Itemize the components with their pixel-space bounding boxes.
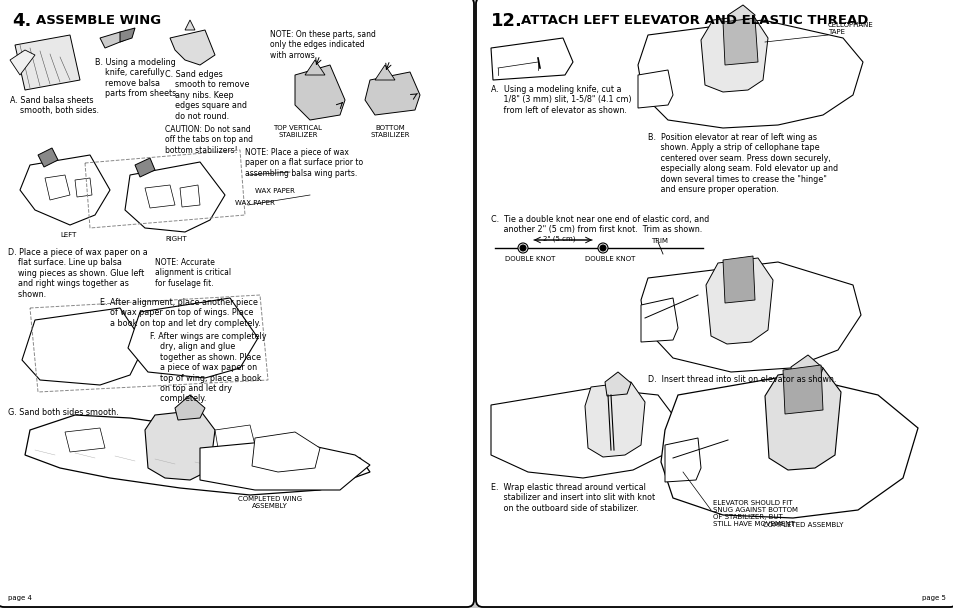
Text: NOTE: Accurate
alignment is critical
for fuselage fit.: NOTE: Accurate alignment is critical for… bbox=[154, 258, 231, 288]
Text: ATTACH LEFT ELEVATOR AND ELASTIC THREAD: ATTACH LEFT ELEVATOR AND ELASTIC THREAD bbox=[520, 14, 867, 27]
Polygon shape bbox=[491, 38, 573, 80]
Polygon shape bbox=[25, 415, 370, 495]
Polygon shape bbox=[584, 382, 644, 457]
Text: WAX PAPER: WAX PAPER bbox=[234, 200, 274, 206]
Polygon shape bbox=[764, 368, 841, 470]
Polygon shape bbox=[604, 372, 630, 396]
Polygon shape bbox=[65, 428, 105, 452]
Polygon shape bbox=[45, 175, 70, 200]
Circle shape bbox=[519, 245, 525, 251]
Text: D.  Insert thread into slit on elevator as shown.: D. Insert thread into slit on elevator a… bbox=[647, 375, 836, 384]
Polygon shape bbox=[200, 440, 370, 490]
Text: DOUBLE KNOT: DOUBLE KNOT bbox=[584, 256, 635, 262]
Polygon shape bbox=[145, 185, 174, 208]
Text: COMPLETED ASSEMBLY: COMPLETED ASSEMBLY bbox=[762, 522, 842, 528]
Polygon shape bbox=[145, 410, 214, 480]
Text: 2" (5 cm): 2" (5 cm) bbox=[542, 235, 575, 241]
Polygon shape bbox=[305, 60, 325, 75]
Polygon shape bbox=[491, 388, 672, 478]
Text: DOUBLE KNOT: DOUBLE KNOT bbox=[504, 256, 555, 262]
Text: CAUTION: Do not sand
off the tabs on top and
bottom stabilizers!: CAUTION: Do not sand off the tabs on top… bbox=[165, 125, 253, 155]
Text: page 5: page 5 bbox=[922, 595, 945, 601]
Text: F. After wings are completely
    dry, align and glue
    together as shown. Pla: F. After wings are completely dry, align… bbox=[150, 332, 266, 403]
Polygon shape bbox=[20, 155, 110, 225]
Polygon shape bbox=[38, 148, 58, 167]
Text: LEFT: LEFT bbox=[60, 232, 76, 238]
Polygon shape bbox=[252, 432, 319, 472]
Text: NOTE: On these parts, sand
only the edges indicated
with arrows.: NOTE: On these parts, sand only the edge… bbox=[270, 30, 375, 60]
Text: E.  Wrap elastic thread around vertical
     stabilizer and insert into slit wit: E. Wrap elastic thread around vertical s… bbox=[491, 483, 655, 513]
Polygon shape bbox=[375, 65, 395, 80]
Text: A.  Using a modeling knife, cut a
     1/8" (3 mm) slit, 1-5/8" (4.1 cm)
     fr: A. Using a modeling knife, cut a 1/8" (3… bbox=[491, 85, 631, 115]
Text: C.  Tie a double knot near one end of elastic cord, and
     another 2" (5 cm) f: C. Tie a double knot near one end of ela… bbox=[491, 215, 708, 235]
Text: TOP VERTICAL
STABILIZER: TOP VERTICAL STABILIZER bbox=[274, 125, 322, 138]
Text: B.  Position elevator at rear of left wing as
     shown. Apply a strip of cello: B. Position elevator at rear of left win… bbox=[647, 133, 838, 194]
Polygon shape bbox=[15, 35, 80, 90]
Polygon shape bbox=[125, 162, 225, 232]
Polygon shape bbox=[128, 298, 257, 378]
Text: NOTE: Place a piece of wax
paper on a flat surface prior to
assembling balsa win: NOTE: Place a piece of wax paper on a fl… bbox=[245, 148, 363, 178]
Text: 4.: 4. bbox=[12, 12, 31, 30]
Polygon shape bbox=[180, 185, 200, 207]
Text: RIGHT: RIGHT bbox=[165, 236, 187, 242]
Text: A. Sand balsa sheets
    smooth, both sides.: A. Sand balsa sheets smooth, both sides. bbox=[10, 96, 99, 116]
Circle shape bbox=[598, 243, 607, 253]
Polygon shape bbox=[294, 65, 345, 120]
Polygon shape bbox=[727, 5, 754, 30]
Circle shape bbox=[517, 243, 527, 253]
Polygon shape bbox=[705, 258, 772, 344]
Polygon shape bbox=[10, 50, 35, 75]
Text: TRIM: TRIM bbox=[650, 238, 667, 244]
Polygon shape bbox=[174, 395, 205, 420]
Polygon shape bbox=[135, 158, 154, 177]
Polygon shape bbox=[22, 308, 145, 385]
Polygon shape bbox=[640, 298, 678, 342]
Text: CELLOPHANE
TAPE: CELLOPHANE TAPE bbox=[827, 22, 873, 35]
Text: G. Sand both sides smooth.: G. Sand both sides smooth. bbox=[8, 408, 118, 417]
Polygon shape bbox=[75, 178, 91, 197]
Polygon shape bbox=[640, 262, 861, 372]
Text: 12.: 12. bbox=[491, 12, 522, 30]
FancyBboxPatch shape bbox=[0, 0, 474, 607]
Polygon shape bbox=[722, 18, 758, 65]
Polygon shape bbox=[185, 20, 194, 30]
FancyBboxPatch shape bbox=[476, 0, 953, 607]
Polygon shape bbox=[214, 425, 254, 448]
Polygon shape bbox=[170, 30, 214, 65]
Polygon shape bbox=[120, 28, 135, 42]
Text: page 4: page 4 bbox=[8, 595, 31, 601]
Polygon shape bbox=[638, 70, 672, 108]
Polygon shape bbox=[722, 256, 754, 303]
Text: BOTTOM
STABILIZER: BOTTOM STABILIZER bbox=[370, 125, 410, 138]
Polygon shape bbox=[782, 365, 822, 414]
Text: ELEVATOR SHOULD FIT
SNUG AGAINST BOTTOM
OF STABILIZER, BUT
STILL HAVE MOVEMENT: ELEVATOR SHOULD FIT SNUG AGAINST BOTTOM … bbox=[712, 500, 797, 527]
Polygon shape bbox=[638, 20, 862, 128]
Text: D. Place a piece of wax paper on a
    flat surface. Line up balsa
    wing piec: D. Place a piece of wax paper on a flat … bbox=[8, 248, 148, 299]
Polygon shape bbox=[790, 355, 822, 382]
Polygon shape bbox=[664, 438, 700, 482]
Text: COMPLETED WING
ASSEMBLY: COMPLETED WING ASSEMBLY bbox=[237, 496, 302, 509]
Text: B. Using a modeling
    knife, carefully
    remove balsa
    parts from sheets.: B. Using a modeling knife, carefully rem… bbox=[95, 58, 178, 98]
Text: ASSEMBLE WING: ASSEMBLE WING bbox=[36, 14, 161, 27]
Text: WAX PAPER: WAX PAPER bbox=[254, 188, 294, 194]
Polygon shape bbox=[700, 15, 767, 92]
Polygon shape bbox=[660, 375, 917, 518]
Circle shape bbox=[599, 245, 605, 251]
Text: C. Sand edges
    smooth to remove
    any nibs. Keep
    edges square and
    d: C. Sand edges smooth to remove any nibs.… bbox=[165, 70, 249, 120]
Text: E. After alignment, place another piece
    of wax paper on top of wings. Place
: E. After alignment, place another piece … bbox=[100, 298, 260, 328]
Polygon shape bbox=[365, 72, 419, 115]
Polygon shape bbox=[100, 32, 125, 48]
